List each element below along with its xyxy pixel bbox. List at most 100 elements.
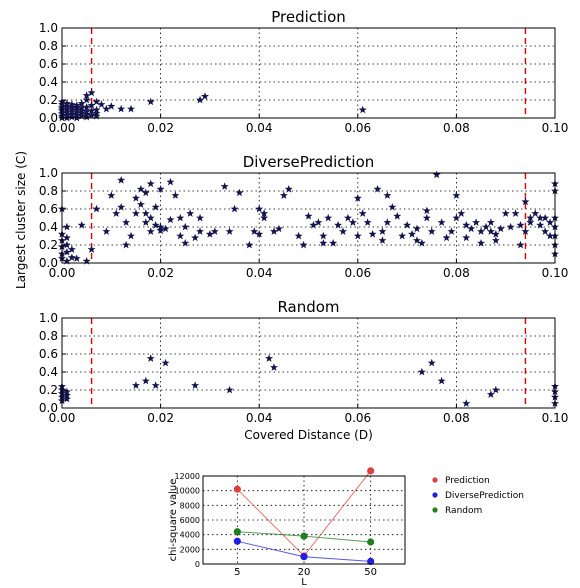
legend-marker bbox=[432, 507, 438, 513]
legend-marker bbox=[432, 477, 438, 483]
y-tick-label: 0.2 bbox=[39, 383, 58, 397]
data-point bbox=[343, 213, 352, 222]
x-tick-label: 0.10 bbox=[542, 411, 569, 425]
data-point bbox=[82, 103, 91, 111]
y-tick-label: 0.8 bbox=[39, 39, 58, 53]
data-point bbox=[299, 240, 308, 249]
data-point bbox=[166, 177, 175, 186]
x-axis-label: L bbox=[301, 577, 307, 588]
data-point bbox=[87, 245, 96, 253]
data-point bbox=[117, 104, 126, 113]
x-tick-label: 0.00 bbox=[49, 266, 76, 280]
data-point bbox=[516, 221, 525, 229]
data-point bbox=[112, 209, 121, 217]
x-tick-label: 0.10 bbox=[542, 121, 569, 135]
y-tick-label: 0 bbox=[195, 560, 200, 569]
x-tick-label: 0.02 bbox=[147, 121, 174, 135]
data-point bbox=[127, 104, 136, 113]
data-point bbox=[92, 97, 101, 106]
x-tick-label: 0.06 bbox=[344, 411, 371, 425]
data-point bbox=[353, 231, 362, 240]
series-marker bbox=[233, 485, 241, 493]
y-tick-label: 1.0 bbox=[39, 21, 58, 35]
data-point bbox=[230, 204, 239, 213]
data-point bbox=[398, 231, 407, 240]
data-point bbox=[491, 385, 500, 394]
data-point bbox=[161, 224, 170, 233]
shared-y-axis-label: Largest cluster size (C) bbox=[14, 151, 28, 289]
data-point bbox=[250, 227, 259, 235]
data-point bbox=[314, 218, 323, 226]
data-point bbox=[92, 112, 101, 120]
data-point bbox=[141, 209, 150, 217]
data-point bbox=[171, 191, 180, 199]
data-point bbox=[220, 182, 229, 190]
plot-frame bbox=[61, 317, 556, 409]
data-point bbox=[378, 236, 387, 244]
data-point bbox=[191, 233, 200, 242]
data-point bbox=[457, 209, 466, 217]
y-tick-label: 0.4 bbox=[39, 75, 58, 89]
x-tick-label: 50 bbox=[364, 567, 377, 578]
data-point bbox=[200, 92, 209, 100]
data-point bbox=[358, 105, 367, 114]
y-tick-label: 0.8 bbox=[39, 184, 58, 198]
data-point bbox=[72, 254, 81, 262]
x-tick-label: 0.08 bbox=[443, 266, 470, 280]
x-tick-label: 0.06 bbox=[344, 121, 371, 135]
data-point bbox=[373, 185, 382, 193]
y-tick-label: 0.4 bbox=[39, 220, 58, 234]
data-point bbox=[334, 221, 343, 229]
data-point bbox=[181, 222, 190, 231]
data-point bbox=[62, 104, 71, 113]
data-point bbox=[516, 240, 525, 249]
data-point bbox=[427, 227, 436, 235]
data-point bbox=[225, 385, 234, 394]
data-point bbox=[82, 95, 91, 104]
data-point bbox=[339, 227, 347, 235]
data-point bbox=[107, 102, 116, 110]
data-point bbox=[403, 221, 412, 229]
data-point bbox=[62, 111, 71, 119]
data-point bbox=[368, 230, 377, 238]
x-tick-label: 0.06 bbox=[344, 266, 371, 280]
data-point bbox=[176, 231, 185, 240]
data-point bbox=[437, 218, 446, 226]
y-axis-label: chi-square value bbox=[168, 479, 179, 562]
data-point bbox=[319, 231, 328, 240]
data-point bbox=[141, 218, 150, 226]
data-point bbox=[62, 222, 71, 231]
data-point bbox=[270, 227, 278, 235]
y-tick-label: 0.0 bbox=[39, 401, 58, 415]
data-point bbox=[462, 233, 471, 242]
data-point bbox=[501, 209, 510, 217]
y-tick-label: 1.0 bbox=[39, 166, 58, 180]
data-point bbox=[477, 239, 486, 247]
data-point bbox=[82, 257, 91, 265]
data-point bbox=[447, 227, 456, 235]
data-point bbox=[122, 240, 131, 249]
data-point bbox=[437, 376, 446, 385]
data-point bbox=[97, 100, 106, 108]
data-point bbox=[427, 358, 436, 367]
y-tick-label: 0.0 bbox=[39, 256, 58, 270]
data-point bbox=[92, 105, 101, 114]
data-point bbox=[87, 88, 96, 97]
data-point bbox=[62, 108, 71, 116]
x-tick-label: 20 bbox=[298, 567, 311, 578]
data-point bbox=[412, 224, 421, 233]
data-point bbox=[491, 236, 500, 244]
data-point bbox=[452, 213, 461, 222]
data-point bbox=[136, 185, 145, 193]
data-point bbox=[265, 354, 274, 362]
x-tick-label: 0.08 bbox=[443, 121, 470, 135]
data-point bbox=[462, 221, 471, 229]
data-point bbox=[422, 206, 431, 215]
data-point bbox=[77, 221, 86, 229]
x-tick-label: 0.00 bbox=[49, 411, 76, 425]
data-point bbox=[481, 222, 490, 231]
data-point bbox=[72, 108, 81, 116]
data-point bbox=[122, 218, 131, 226]
y-tick-label: 8000 bbox=[180, 501, 200, 510]
legend-label: Prediction bbox=[445, 476, 490, 486]
